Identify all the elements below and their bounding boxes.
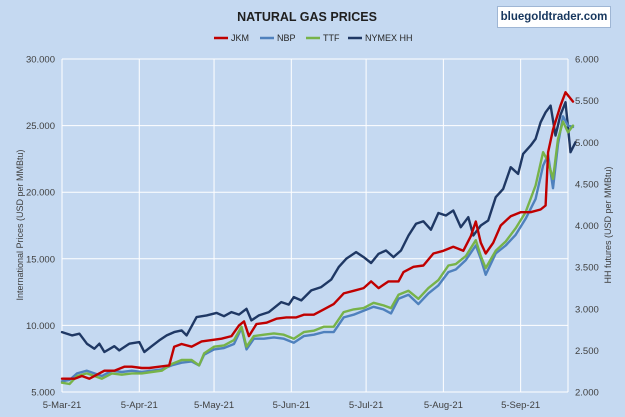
x-tick-label: 5-Apr-21 xyxy=(121,400,158,411)
y-left-tick-label: 20.000 xyxy=(26,188,55,199)
legend-label-jkm: JKM xyxy=(231,33,249,43)
x-tick-label: 5-Jun-21 xyxy=(273,400,311,411)
x-tick-label: 5-Aug-21 xyxy=(424,400,463,411)
x-tick-label: 5-Sep-21 xyxy=(501,400,540,411)
y-left-tick-label: 30.000 xyxy=(26,55,55,66)
tick-layer: 5.000 10.000 15.000 20.000 25.000 30.000 2.000… xyxy=(26,55,599,412)
legend-label-ttf: TTF xyxy=(323,33,340,43)
y-right-tick-label: 6.000 xyxy=(575,55,599,66)
y-left-tick-label: 10.000 xyxy=(26,321,55,332)
y-left-tick-label: 5.000 xyxy=(31,388,55,399)
x-tick-label: 5-Jul-21 xyxy=(349,400,383,411)
series-layer xyxy=(60,91,577,386)
y-right-tick-label: 2.000 xyxy=(575,388,599,399)
y-right-tick-label: 5.500 xyxy=(575,96,599,107)
y-axis-right-label: HH futures (USD per MMBtu) xyxy=(603,166,613,283)
y-right-tick-label: 4.500 xyxy=(575,179,599,190)
y-right-tick-label: 2.500 xyxy=(575,346,599,357)
y-left-tick-label: 15.000 xyxy=(26,254,55,265)
series-line-nymex-hh xyxy=(60,101,577,354)
series-line-ttf xyxy=(60,120,575,386)
y-right-tick-label: 4.000 xyxy=(575,221,599,232)
x-tick-label: 5-Mar-21 xyxy=(43,400,82,411)
x-tick-label: 5-May-21 xyxy=(194,400,234,411)
series-line-jkm xyxy=(60,91,575,380)
y-right-tick-label: 5.000 xyxy=(575,138,599,149)
y-right-tick-label: 3.500 xyxy=(575,263,599,274)
y-left-tick-label: 25.000 xyxy=(26,121,55,132)
series-line-nbp xyxy=(60,115,575,383)
chart-title: NATURAL GAS PRICES xyxy=(237,10,377,24)
watermark-badge: bluegoldtrader.com xyxy=(497,6,611,28)
chart-legend: JKM NBP TTF NYMEX HH xyxy=(214,33,413,43)
legend-label-nbp: NBP xyxy=(277,33,296,43)
legend-label-nymex-hh: NYMEX HH xyxy=(365,33,413,43)
y-axis-left-label: International Prices (USD per MMBtu) xyxy=(15,149,25,300)
y-right-tick-label: 3.000 xyxy=(575,304,599,315)
